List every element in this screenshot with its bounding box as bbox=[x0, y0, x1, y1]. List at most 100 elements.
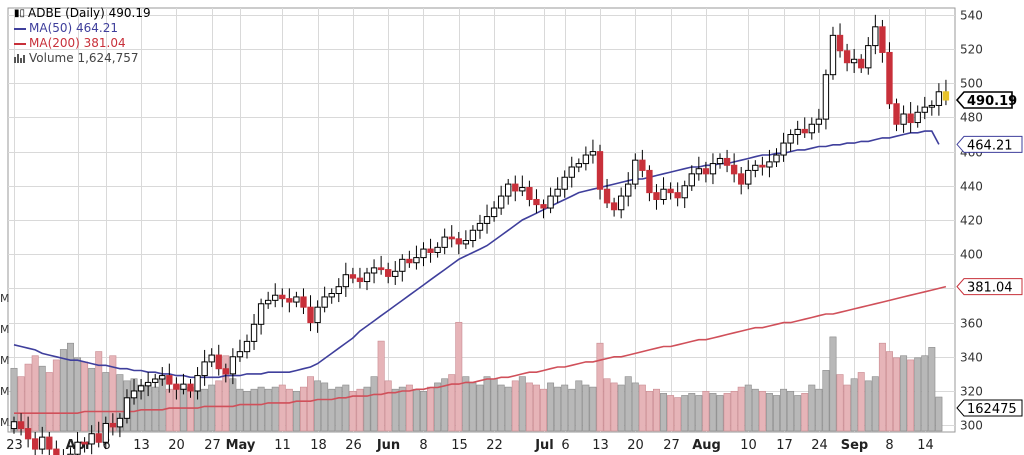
candle-body bbox=[617, 195, 625, 211]
x-tick-label: 20 bbox=[627, 438, 644, 453]
y-tick-label: 300 bbox=[960, 419, 983, 433]
candle-body bbox=[512, 183, 519, 192]
x-tick-label: Sep bbox=[841, 438, 869, 453]
candle-body bbox=[660, 188, 667, 200]
candle-body bbox=[116, 417, 124, 428]
candle-body bbox=[257, 303, 265, 325]
y-tick-label: 440 bbox=[960, 180, 983, 194]
x-tick-label: 18 bbox=[310, 438, 327, 453]
candle-body bbox=[709, 163, 717, 175]
x-tick-label: 20 bbox=[168, 438, 185, 453]
callout-box bbox=[956, 399, 1023, 417]
candle-body bbox=[17, 421, 25, 430]
ma200-line bbox=[14, 285, 947, 414]
candle-body bbox=[639, 159, 646, 171]
volume-bar bbox=[285, 388, 293, 432]
candle-body bbox=[39, 436, 46, 450]
candle-body bbox=[166, 375, 173, 385]
volume-bar bbox=[900, 355, 908, 432]
candle-body bbox=[674, 192, 681, 199]
candle-body bbox=[872, 26, 879, 47]
candle-body bbox=[469, 229, 477, 242]
volume-bar bbox=[850, 378, 858, 432]
candle-body bbox=[448, 236, 455, 240]
volume-bar bbox=[67, 342, 74, 432]
candle-body bbox=[109, 422, 117, 428]
y-tick-label: 520 bbox=[960, 43, 983, 57]
volume-bar bbox=[624, 376, 632, 432]
candle-body bbox=[307, 306, 314, 324]
candle-body bbox=[865, 45, 872, 69]
volume-bar bbox=[554, 386, 562, 432]
candle-body bbox=[187, 383, 194, 392]
candle-body bbox=[575, 163, 582, 168]
volume-bar bbox=[688, 393, 696, 432]
y-tick-label: 320 bbox=[960, 385, 983, 399]
volume-bar bbox=[497, 384, 505, 432]
volume-bar bbox=[504, 386, 512, 432]
candle-body bbox=[900, 113, 907, 125]
volume-bar bbox=[427, 386, 435, 432]
volume-bar bbox=[603, 378, 611, 432]
candle-body bbox=[413, 257, 420, 264]
x-tick-label: 11 bbox=[274, 438, 291, 453]
candle-body bbox=[561, 176, 568, 190]
candle-body bbox=[441, 236, 448, 248]
candle-body bbox=[420, 248, 427, 259]
volume-bar bbox=[787, 390, 795, 432]
volume-bar bbox=[222, 355, 230, 432]
volume-bar bbox=[179, 388, 187, 432]
candle-body bbox=[300, 296, 307, 308]
candle-body bbox=[385, 269, 392, 277]
volume-scale-label: M bbox=[0, 323, 10, 336]
candle-body bbox=[942, 91, 950, 101]
volume-bar bbox=[236, 388, 244, 432]
candle-body bbox=[815, 118, 823, 125]
volume-bar bbox=[801, 393, 809, 432]
candle-body bbox=[102, 422, 109, 443]
volume-bar bbox=[843, 384, 851, 432]
volume-bar bbox=[349, 390, 357, 432]
y-tick-label: 420 bbox=[960, 214, 983, 228]
candle-body bbox=[279, 294, 286, 300]
volume-bar bbox=[702, 390, 710, 432]
candle-body bbox=[201, 361, 208, 377]
candle-body bbox=[272, 294, 279, 301]
volume-bar bbox=[88, 367, 96, 432]
callout-box bbox=[955, 91, 1013, 109]
candle-body bbox=[293, 296, 300, 303]
candle-body bbox=[695, 168, 703, 175]
candle-body bbox=[427, 248, 434, 253]
candle-body bbox=[886, 51, 893, 105]
candle-body bbox=[88, 433, 95, 445]
legend-title: ADBE (Daily) 490.19 bbox=[28, 6, 151, 20]
volume-scale-label: M bbox=[0, 354, 10, 367]
candle-body bbox=[808, 123, 815, 134]
volume-bar bbox=[525, 382, 533, 432]
candle-body bbox=[215, 354, 222, 370]
candle-body bbox=[490, 207, 498, 218]
volume-bar bbox=[208, 384, 216, 432]
volume-bar bbox=[617, 384, 625, 432]
volume-bar bbox=[377, 340, 385, 432]
candle-body bbox=[547, 195, 554, 209]
x-tick-label: Jun bbox=[376, 438, 400, 453]
x-tick-label: 27 bbox=[663, 438, 680, 453]
volume-bar bbox=[356, 388, 364, 432]
ma50-swatch bbox=[14, 27, 26, 30]
candle-body bbox=[342, 274, 350, 288]
volume-bar bbox=[412, 388, 420, 432]
candle-body bbox=[462, 240, 470, 245]
volume-bar bbox=[907, 359, 915, 432]
candle-body bbox=[229, 356, 237, 375]
volume-bar bbox=[667, 395, 675, 432]
price-callout: 490.19 bbox=[955, 91, 1017, 109]
volume-bar bbox=[518, 376, 526, 432]
volume-scale-label: M bbox=[0, 385, 10, 398]
candle-body bbox=[180, 383, 187, 390]
volume-bar bbox=[363, 386, 371, 432]
volume-bar bbox=[257, 386, 265, 432]
volume-bar bbox=[893, 357, 900, 432]
candle-body bbox=[794, 128, 801, 136]
